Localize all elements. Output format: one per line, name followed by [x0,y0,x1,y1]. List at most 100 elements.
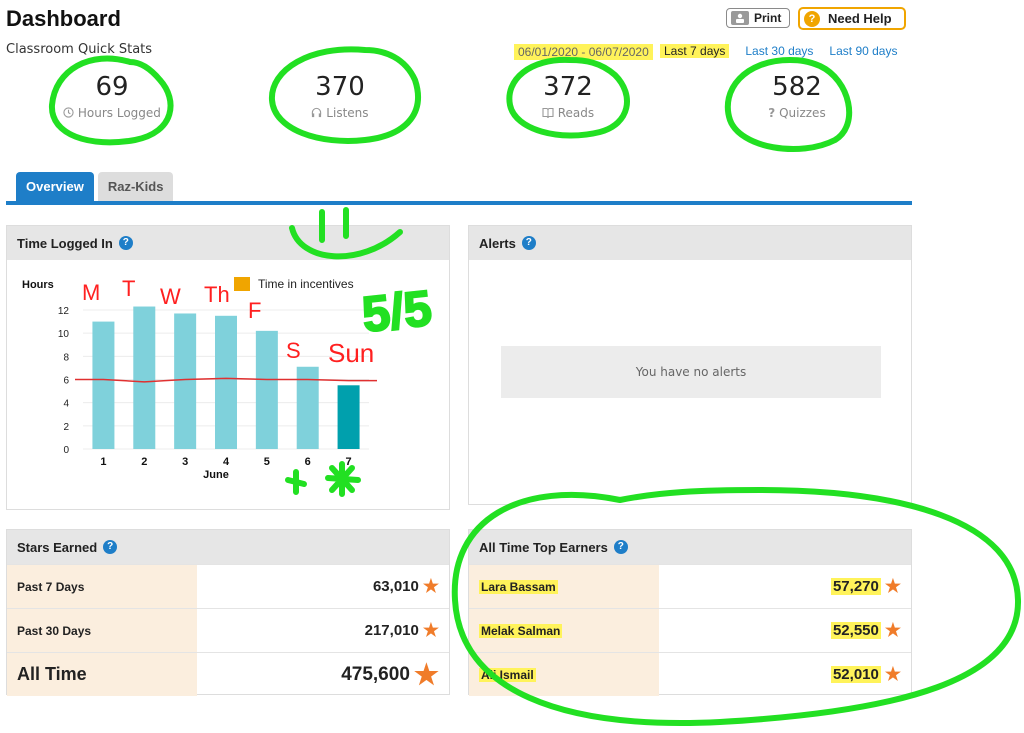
bar-day-5 [255,330,278,449]
need-help-label: Need Help [828,11,892,26]
alerts-panel: Alerts ? You have no alerts [468,225,912,505]
printer-icon [731,11,749,25]
stars-row-all-time: All Time 475,600 ★ [7,652,449,696]
star-icon: ★ [413,659,439,690]
earner-value: 57,270 ★ [830,576,901,596]
bar-day-6 [296,366,319,449]
stars-row-value: 63,010 ★ [372,576,439,596]
x-tick-label: 6 [305,456,311,468]
tab-raz-kids[interactable]: Raz-Kids [97,172,174,202]
no-alerts-message: You have no alerts [501,346,881,398]
time-logged-in-panel: Time Logged In ? 0 2 4 6 8 10 12 1 2 3 4 5 6 7 Hours … [6,225,450,510]
stat-reads: 372 Reads [488,72,648,120]
y-tick-label: 6 [63,376,69,387]
stat-value: 69 [95,72,129,102]
y-tick-label: 2 [63,422,69,433]
stat-label: ? Quizzes [768,106,826,120]
legend-swatch [234,277,250,291]
stars-row-label: Past 7 Days [7,565,197,608]
y-tick-label: 4 [63,399,69,410]
earner-value: 52,010 ★ [830,664,901,684]
earner-row: Ali Ismail 52,010 ★ [469,652,911,696]
range-option-last-7[interactable]: Last 7 days [660,44,730,58]
need-help-button[interactable]: ? Need Help [798,7,906,30]
stars-row-label: All Time [7,653,197,696]
range-option-last-90[interactable]: Last 90 days [829,44,898,58]
info-icon[interactable]: ? [103,540,118,554]
stat-label: Reads [488,106,648,120]
y-tick-label: 10 [58,329,70,340]
info-icon[interactable]: ? [521,236,536,250]
stat-value: 370 [315,72,365,102]
earner-value: 52,550 ★ [830,620,901,640]
star-icon: ★ [422,576,439,596]
stars-row-value: 475,600 ★ [341,659,439,690]
earner-row: Lara Bassam 57,270 ★ [469,564,911,608]
time-logged-in-header: Time Logged In ? [7,226,449,260]
x-tick-label: 2 [141,456,147,468]
page-title: Dashboard [6,6,121,31]
help-icon: ? [804,10,820,27]
range-option-last-30[interactable]: Last 30 days [745,44,814,58]
top-earners-title: All Time Top Earners [479,539,608,555]
stat-listens: 370 Listens [260,72,420,120]
x-tick-label: 4 [223,456,230,468]
star-icon: ★ [884,664,901,684]
stat-value: 372 [543,72,593,102]
stars-row-label: Past 30 Days [7,609,197,652]
y-tick-label: 8 [63,352,69,363]
tab-overview[interactable]: Overview [16,172,94,202]
x-tick-label: 3 [182,456,188,468]
clock-icon [63,107,74,118]
earner-row: Melak Salman 52,550 ★ [469,608,911,652]
book-icon [542,107,554,119]
headphones-icon [312,107,322,118]
stat-quizzes: 582 ? Quizzes [717,72,877,120]
quick-stats-subtitle: Classroom Quick Stats [6,42,153,57]
stars-row-past-7: Past 7 Days 63,010 ★ [7,564,449,608]
star-icon: ★ [422,620,439,640]
x-tick-label: 7 [346,456,352,468]
stat-hours-logged: 69 Hours Logged [32,72,192,120]
bar-day-4 [215,315,237,449]
y-axis-label: Hours [22,279,54,291]
top-earners-header: All Time Top Earners ? [469,530,911,564]
y-tick-label: 12 [58,306,70,317]
print-button[interactable]: Print [726,8,791,28]
time-logged-in-title: Time Logged In [17,235,113,251]
bar-day-1 [92,321,115,449]
date-range-text: 06/01/2020 - 06/07/2020 [514,44,653,60]
stat-label: Hours Logged [32,106,192,120]
info-icon[interactable]: ? [613,540,628,554]
print-label: Print [754,11,782,25]
legend-label: Time in incentives [258,277,354,291]
x-tick-label: 1 [100,456,106,468]
tab-underline [6,201,912,205]
alerts-header: Alerts ? [469,226,911,260]
stars-earned-panel: Stars Earned ? Past 7 Days 63,010 ★ Past … [6,529,450,696]
earner-name: Lara Bassam [469,565,659,608]
star-icon: ★ [884,620,901,640]
bar-day-2 [133,306,156,449]
top-earners-panel: All Time Top Earners ? Lara Bassam 57,27… [468,529,912,696]
stat-label: Listens [260,106,420,120]
stars-earned-header: Stars Earned ? [7,530,449,564]
bar-day-7 [337,385,360,449]
tab-strip: Overview Raz-Kids [16,172,174,202]
date-range-options: Last 7 days Last 30 days Last 90 days [660,44,897,58]
stars-row-past-30: Past 30 Days 217,010 ★ [7,608,449,652]
earner-name: Melak Salman [469,609,659,652]
stars-earned-title: Stars Earned [17,539,98,555]
stars-row-value: 217,010 ★ [364,620,439,640]
alerts-title: Alerts [479,235,516,251]
x-axis-label: June [203,469,229,481]
question-icon: ? [768,106,776,120]
x-tick-label: 5 [264,456,270,468]
stat-value: 582 [772,72,822,102]
incentive-trend-line [75,377,377,383]
info-icon[interactable]: ? [118,236,133,250]
bar-day-3 [174,313,197,449]
y-tick-label: 0 [63,445,69,456]
earner-name: Ali Ismail [469,653,659,696]
